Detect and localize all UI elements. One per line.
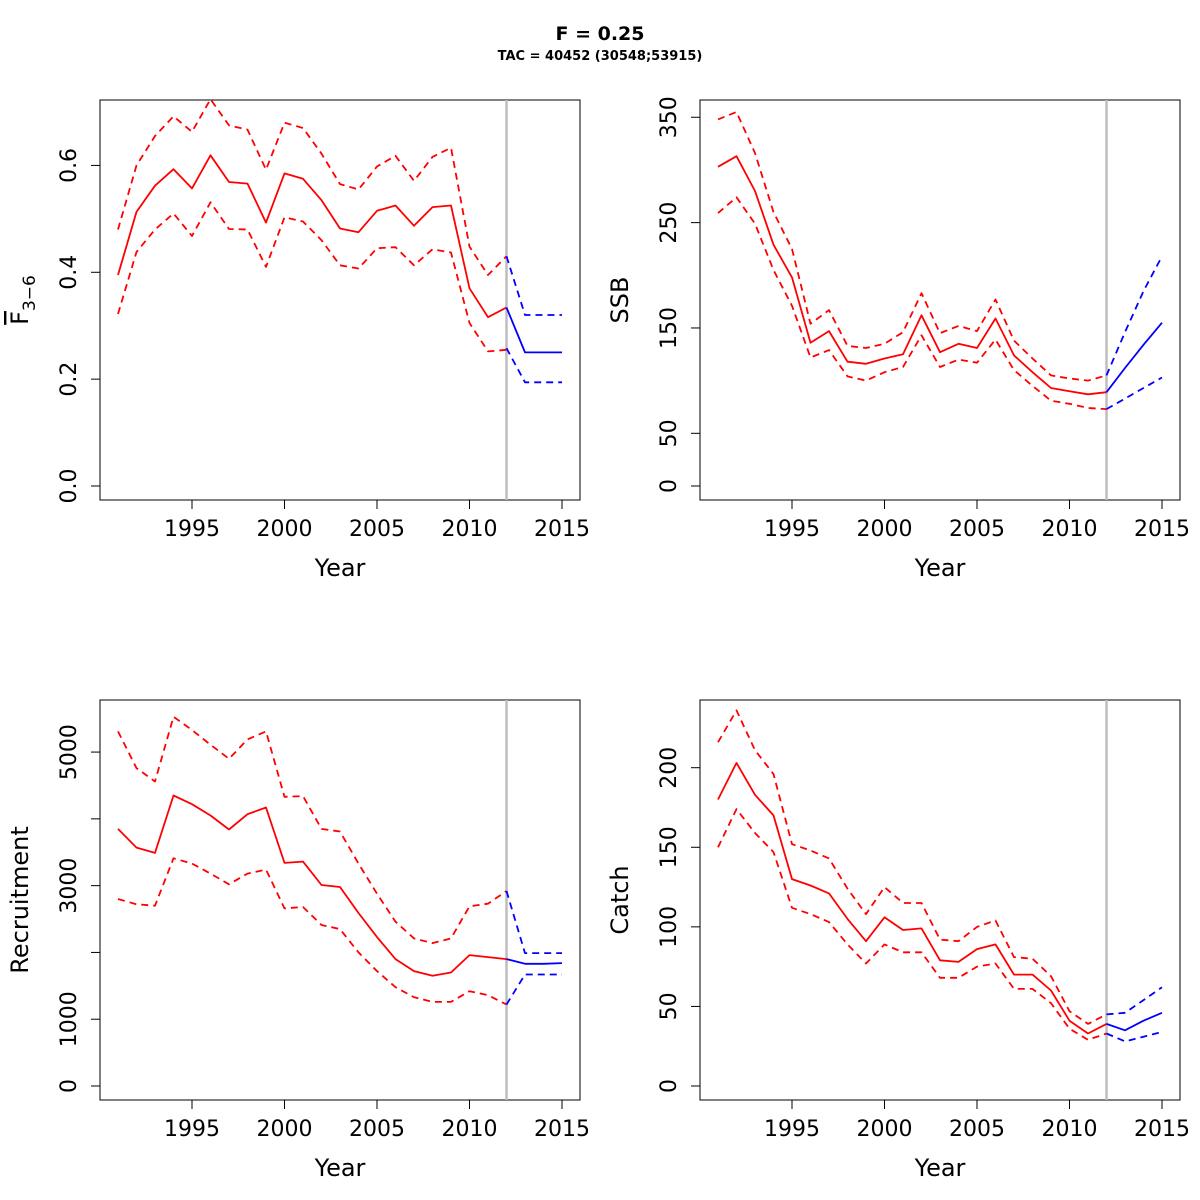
y-axis-title-subscript: 3−6: [20, 275, 40, 311]
projection-lower-ci-line: [1106, 1031, 1163, 1043]
historical-estimate-line: [717, 155, 1107, 396]
x-tick-label: 2000: [257, 1117, 313, 1142]
x-tick-label: 1995: [164, 1117, 220, 1142]
y-axis-title: F3−6: [6, 275, 40, 325]
fbar-panel: 1995 2000 2005 2010 2015 0.0 0.2 0.4 0.6 Year F3−6: [6, 98, 590, 582]
figure-title: F = 0.25: [555, 23, 644, 45]
x-axis-title: Year: [914, 554, 966, 582]
projection-estimate-line: [1105, 322, 1163, 393]
x-tick-label: 2015: [534, 517, 590, 542]
x-tick-label: 2010: [1042, 517, 1098, 542]
x-tick-label: 2005: [949, 517, 1005, 542]
x-tick-label: 2005: [349, 1117, 405, 1142]
x-tick-label: 1995: [764, 1117, 820, 1142]
plot-frame: [99, 99, 581, 501]
projection-estimate-line: [505, 307, 562, 354]
y-tick-label: 0.4: [57, 255, 82, 290]
projection-lower-ci-line: [1106, 376, 1163, 410]
y-tick-label: 250: [657, 202, 682, 244]
y-tick-label: 0: [57, 1079, 82, 1093]
y-axis-title-main: F: [6, 311, 34, 325]
projection-upper-ci-line: [505, 890, 562, 954]
x-tick-label: 2015: [1134, 517, 1190, 542]
projection-lower-ci-line: [505, 973, 562, 1005]
x-tick-label: 2000: [857, 517, 913, 542]
x-tick-label: 2000: [857, 1117, 913, 1142]
x-tick-label: 1995: [764, 517, 820, 542]
historical-estimate-line: [717, 762, 1107, 1035]
x-tick-label: 2010: [442, 1117, 498, 1142]
x-tick-label: 2015: [1134, 1117, 1190, 1142]
y-tick-label: 0: [657, 1079, 682, 1093]
historical-estimate-line: [117, 154, 507, 319]
catch-panel: 1995 2000 2005 2010 2015 0 50 100 150 200 Year Catc…: [606, 699, 1190, 1182]
x-tick-label: 2015: [534, 1117, 590, 1142]
projection-upper-ci-line: [1105, 255, 1163, 376]
y-tick-label: 5000: [57, 724, 82, 780]
x-tick-label: 2005: [949, 1117, 1005, 1142]
y-tick-label: 1000: [57, 991, 82, 1047]
y-axis-title: Recruitment: [6, 826, 34, 973]
y-tick-label: 150: [657, 307, 682, 349]
x-tick-label: 2010: [1042, 1117, 1098, 1142]
y-tick-label: 350: [657, 96, 682, 138]
ssb-panel: 1995 2000 2005 2010 2015 0 50 150 250 350 Year SSB: [606, 96, 1190, 582]
x-tick-label: 2005: [349, 517, 405, 542]
x-tick-label: 2010: [442, 517, 498, 542]
x-axis-title: Year: [914, 1154, 966, 1182]
y-tick-label: 100: [657, 906, 682, 948]
historical-upper-ci-line: [717, 709, 1107, 1025]
projection-estimate-line: [506, 958, 563, 965]
x-tick-label: 1995: [164, 517, 220, 542]
plot-frame: [699, 99, 1181, 501]
x-axis-title: Year: [314, 554, 366, 582]
historical-estimate-line: [117, 794, 507, 977]
plot-frame: [99, 699, 581, 1101]
projection-upper-ci-line: [505, 256, 562, 316]
y-tick-label: 50: [657, 992, 682, 1020]
y-tick-label: 200: [657, 747, 682, 789]
y-tick-label: 0.0: [57, 469, 82, 504]
y-tick-label: 0.6: [57, 148, 82, 183]
projection-estimate-line: [1106, 1011, 1163, 1032]
y-tick-label: 3000: [57, 858, 82, 914]
historical-upper-ci-line: [117, 98, 508, 276]
projection-lower-ci-line: [505, 347, 562, 384]
y-tick-label: 0.2: [57, 362, 82, 397]
y-axis-title: SSB: [606, 277, 634, 324]
x-tick-label: 2000: [257, 517, 313, 542]
plot-frame: [699, 699, 1181, 1101]
y-tick-label: 0: [657, 479, 682, 493]
historical-upper-ci-line: [117, 715, 508, 944]
x-axis-title: Year: [314, 1154, 366, 1182]
historical-lower-ci-line: [717, 808, 1107, 1041]
historical-lower-ci-line: [117, 201, 507, 353]
figure-subtitle: TAC = 40452 (30548;53915): [498, 49, 703, 64]
projection-upper-ci-line: [1106, 986, 1163, 1016]
y-tick-label: 150: [657, 826, 682, 868]
y-axis-title: Catch: [606, 865, 634, 934]
recruitment-panel: 1995 2000 2005 2010 2015 0 1000 3000 5000 Year Rec…: [6, 699, 590, 1182]
historical-lower-ci-line: [717, 196, 1107, 410]
y-tick-label: 50: [657, 419, 682, 447]
historical-upper-ci-line: [717, 111, 1107, 382]
historical-lower-ci-line: [117, 857, 507, 1006]
